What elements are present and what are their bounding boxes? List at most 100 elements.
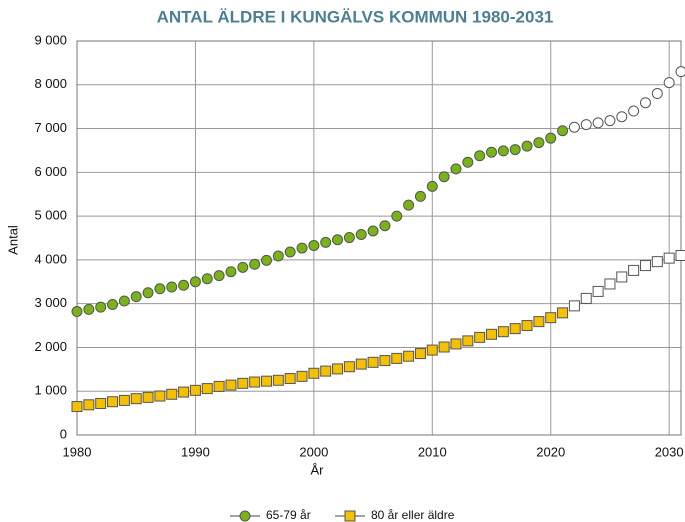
- data-point: [308, 239, 320, 251]
- data-point: [95, 397, 107, 409]
- y-tick-label: 6 000: [34, 164, 67, 179]
- data-point: [533, 137, 545, 149]
- y-tick-label: 5 000: [34, 208, 67, 223]
- data-point: [142, 391, 154, 403]
- data-point: [651, 256, 663, 268]
- data-point: [628, 264, 640, 276]
- data-point: [414, 190, 426, 202]
- data-point: [107, 396, 119, 408]
- data-point: [154, 390, 166, 402]
- data-point: [403, 350, 415, 362]
- data-point: [213, 270, 225, 282]
- data-point: [675, 66, 685, 78]
- data-point: [426, 180, 438, 192]
- data-point: [166, 388, 178, 400]
- data-point: [675, 250, 685, 262]
- data-point: [580, 292, 592, 304]
- data-point: [663, 77, 675, 89]
- data-point: [521, 320, 533, 332]
- data-point: [379, 220, 391, 232]
- y-tick-label: 1 000: [34, 383, 67, 398]
- data-point: [462, 156, 474, 168]
- data-point: [462, 335, 474, 347]
- x-tick-label: 2030: [655, 444, 684, 459]
- data-point: [391, 352, 403, 364]
- data-point: [604, 115, 616, 127]
- y-tick-label: 4 000: [34, 251, 67, 266]
- data-point: [332, 234, 344, 246]
- data-point: [320, 365, 332, 377]
- data-point: [450, 338, 462, 350]
- data-point: [509, 323, 521, 335]
- data-point: [545, 312, 557, 324]
- data-point: [355, 358, 367, 370]
- data-point: [154, 283, 166, 295]
- legend-marker: [239, 510, 251, 522]
- data-point: [367, 356, 379, 368]
- data-point: [308, 367, 320, 379]
- data-point: [260, 254, 272, 266]
- data-point: [639, 260, 651, 272]
- legend-label: 65-79 år: [266, 508, 311, 522]
- data-point: [71, 306, 83, 318]
- data-point: [130, 291, 142, 303]
- data-point: [651, 88, 663, 100]
- data-point: [83, 303, 95, 315]
- data-point: [639, 97, 651, 109]
- data-point: [414, 348, 426, 360]
- data-point: [616, 271, 628, 283]
- y-tick-label: 3 000: [34, 295, 67, 310]
- data-point: [118, 295, 130, 307]
- x-tick-label: 2020: [536, 444, 565, 459]
- data-point: [355, 228, 367, 240]
- data-point: [213, 380, 225, 392]
- data-point: [142, 287, 154, 299]
- data-point: [343, 232, 355, 244]
- data-point: [225, 266, 237, 278]
- data-point: [509, 144, 521, 156]
- data-point: [568, 121, 580, 133]
- y-tick-label: 7 000: [34, 120, 67, 135]
- x-tick-label: 2010: [418, 444, 447, 459]
- data-point: [201, 273, 213, 285]
- legend-marker: [344, 510, 356, 522]
- data-point: [592, 285, 604, 297]
- data-point: [320, 236, 332, 248]
- x-tick-label: 1980: [63, 444, 92, 459]
- data-point: [450, 163, 462, 175]
- data-point: [296, 370, 308, 382]
- data-point: [237, 377, 249, 389]
- data-point: [521, 140, 533, 152]
- data-point: [118, 394, 130, 406]
- data-point: [616, 111, 628, 123]
- x-tick-label: 2000: [299, 444, 328, 459]
- data-point: [486, 328, 498, 340]
- data-point: [663, 252, 675, 264]
- data-point: [332, 363, 344, 375]
- data-point: [438, 341, 450, 353]
- data-point: [71, 401, 83, 413]
- y-tick-label: 2 000: [34, 339, 67, 354]
- data-point: [83, 399, 95, 411]
- data-point: [107, 299, 119, 311]
- data-point: [367, 225, 379, 237]
- y-tick-label: 0: [60, 426, 67, 441]
- data-point: [272, 250, 284, 262]
- data-point: [497, 145, 509, 157]
- legend-label: 80 år eller äldre: [371, 508, 455, 522]
- data-point: [568, 300, 580, 312]
- data-point: [189, 276, 201, 288]
- data-point: [580, 119, 592, 131]
- data-point: [474, 150, 486, 162]
- data-point: [557, 125, 569, 137]
- data-point: [391, 210, 403, 222]
- data-point: [557, 307, 569, 319]
- y-axis-label: Antal: [5, 225, 20, 255]
- data-point: [438, 171, 450, 183]
- data-point: [225, 379, 237, 391]
- data-point: [201, 383, 213, 395]
- data-point: [178, 386, 190, 398]
- y-tick-label: 8 000: [34, 76, 67, 91]
